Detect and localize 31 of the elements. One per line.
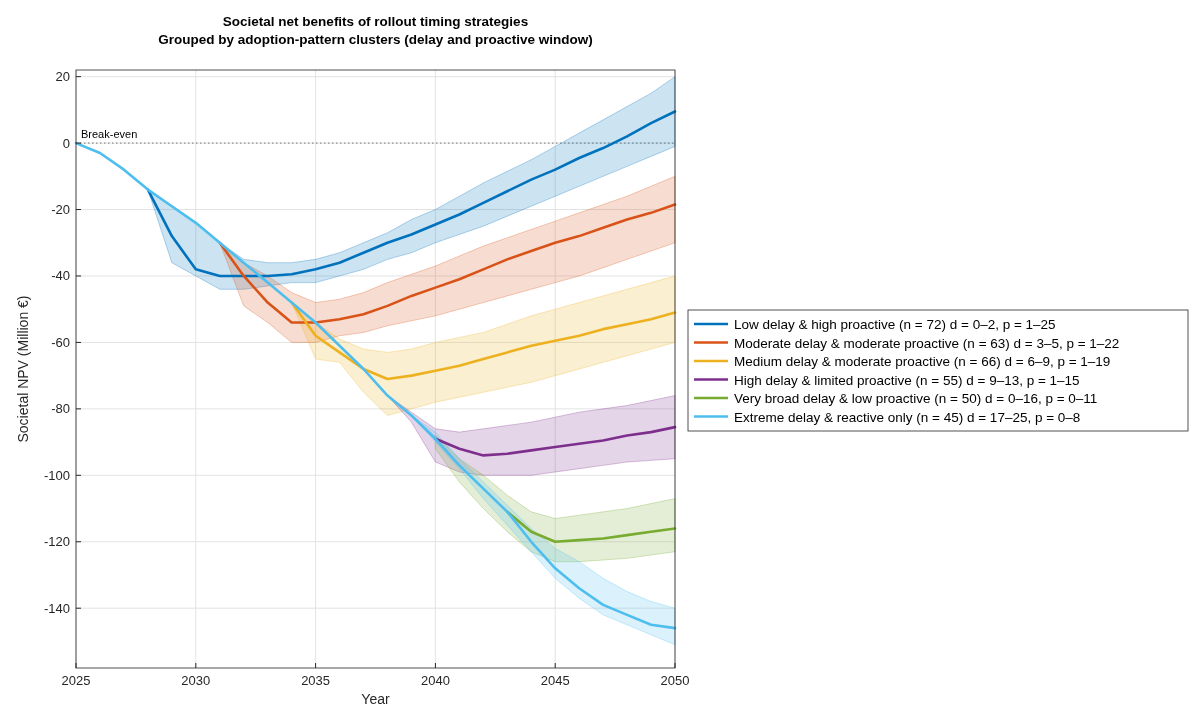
- line-series: [74, 141, 677, 630]
- chart-title: Societal net benefits of rollout timing strategies: [222, 14, 529, 29]
- x-tick-label: 2045: [540, 673, 570, 688]
- legend-label: Low delay & high proactive (n = 72) d = 0–2, p = 1–25: [734, 317, 1056, 332]
- legend-label: Moderate delay & moderate proactive (n = 63) d = 3–5, p = 1–22: [734, 335, 1120, 351]
- legend-label: Very broad delay & low proactive (n = 50) d = 0–16, p = 0–11: [734, 391, 1098, 406]
- y-tick-label: -100: [43, 467, 70, 483]
- ref-line-label: Break-even: [81, 128, 138, 141]
- line-series: [218, 203, 677, 324]
- x-tick-label: 2025: [61, 673, 91, 688]
- y-tick-label: -80: [51, 401, 70, 417]
- chart-subtitle: Grouped by adoption-pattern clusters (delay and proactive window): [158, 32, 593, 47]
- line-series: [146, 110, 677, 278]
- x-tick-label: 2040: [420, 673, 450, 688]
- y-tick-label: -40: [51, 268, 70, 284]
- y-tick-label: -60: [51, 334, 70, 350]
- y-tick-label: -120: [43, 534, 70, 550]
- x-tick-label: 2050: [660, 673, 690, 688]
- x-axis-title: Year: [361, 691, 390, 707]
- legend-label: High delay & limited proactive (n = 55) d = 9–13, p = 1–15: [734, 372, 1080, 388]
- y-tick-label: 20: [55, 69, 70, 85]
- x-tick-label: 2035: [301, 673, 331, 688]
- legend-label: Extreme delay & reactive only (n = 45) d = 17–25, p = 0–8: [734, 409, 1081, 425]
- y-tick-label: -20: [51, 202, 70, 218]
- y-tick-label: 0: [62, 135, 70, 151]
- line-series: [290, 301, 677, 381]
- y-tick-label: -140: [43, 600, 70, 616]
- line-series: [434, 425, 677, 457]
- legend-label: Medium delay & moderate proactive (n = 66) d = 6–9, p = 1–19: [734, 354, 1111, 369]
- y-axis-title: Societal NPV (Million €): [15, 295, 31, 443]
- x-tick-label: 2030: [181, 673, 211, 688]
